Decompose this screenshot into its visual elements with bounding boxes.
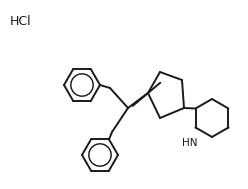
Text: HCl: HCl <box>10 15 32 28</box>
Text: HN: HN <box>182 138 198 148</box>
